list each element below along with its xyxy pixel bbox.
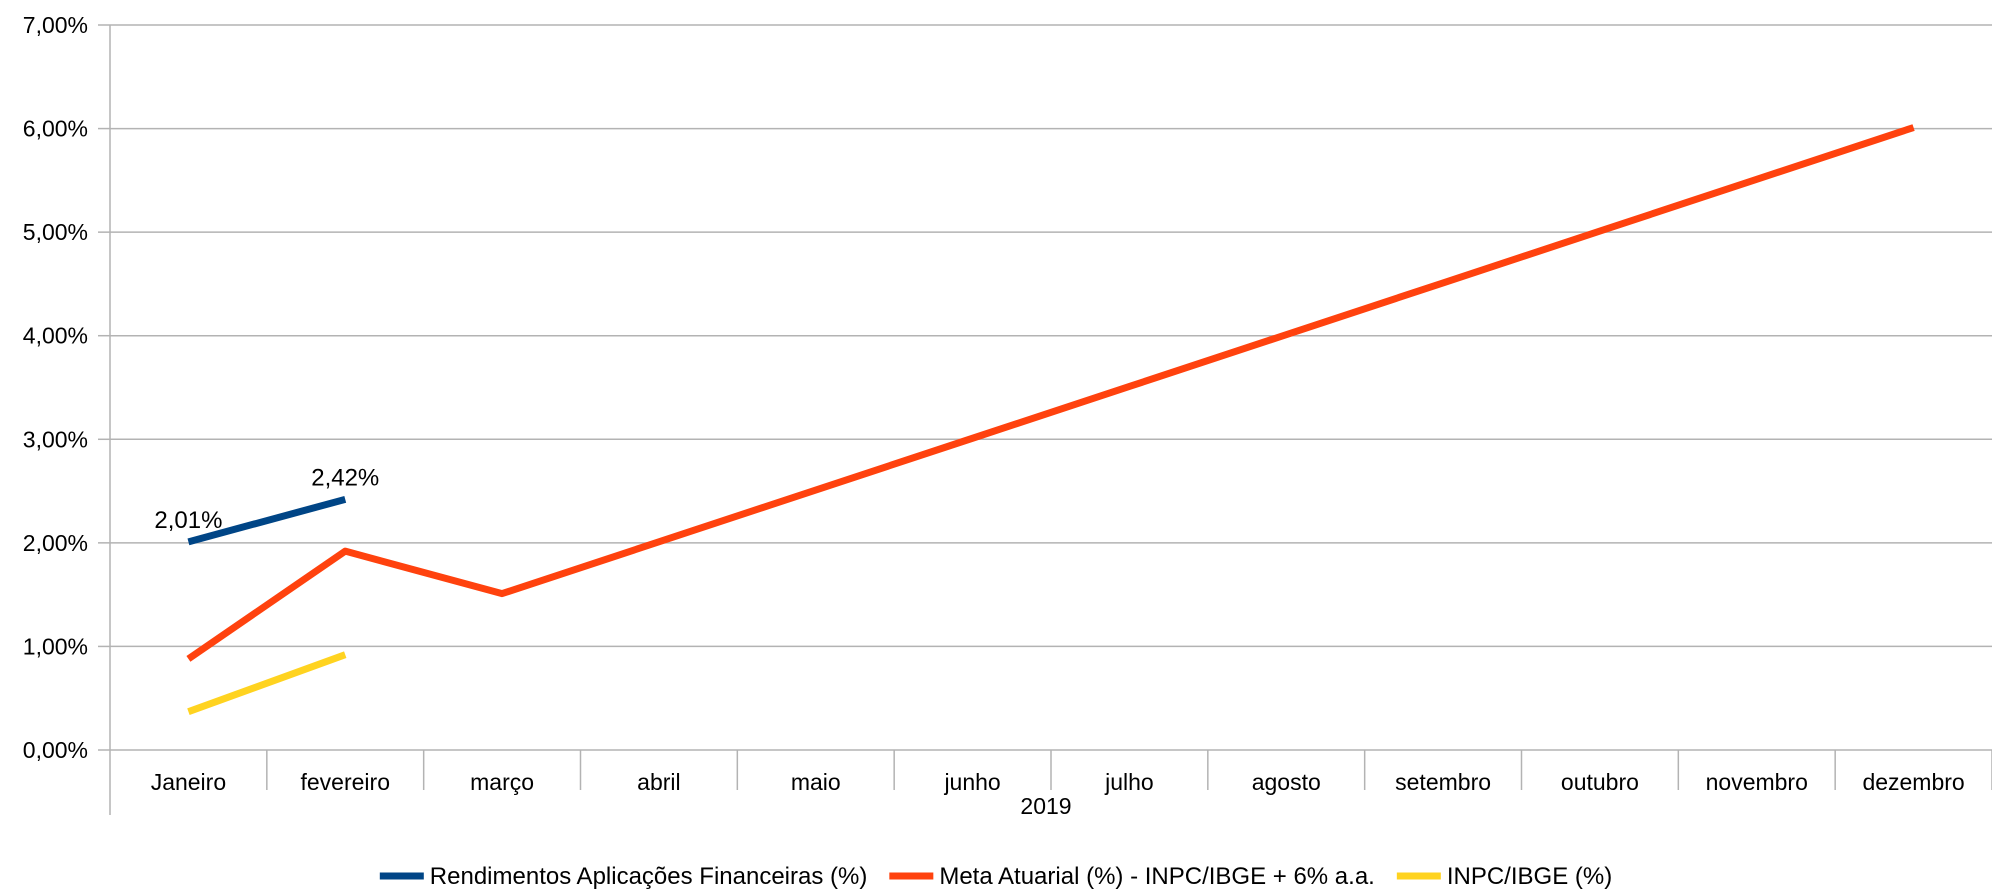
x-tick-label: dezembro <box>1862 769 1964 795</box>
y-tick-label: 4,00% <box>23 323 88 349</box>
y-tick-label: 2,00% <box>23 530 88 556</box>
y-tick-label: 1,00% <box>23 633 88 659</box>
legend-item: Meta Atuarial (%) - INPC/IBGE + 6% a.a. <box>889 863 1375 889</box>
series-line <box>187 495 347 546</box>
gridlines <box>110 24 1992 751</box>
legend-item: Rendimentos Aplicações Financeiras (%) <box>379 863 868 889</box>
y-tick-label: 0,00% <box>23 737 88 763</box>
legend-label: Meta Atuarial (%) - INPC/IBGE + 6% a.a. <box>939 863 1375 889</box>
x-tick-label: outubro <box>1561 769 1639 795</box>
x-tick-label: junho <box>943 769 1000 795</box>
y-tick-label: 5,00% <box>23 219 88 245</box>
series-line <box>187 651 347 715</box>
x-tick-label: março <box>470 769 534 795</box>
y-tick-label: 6,00% <box>23 116 88 142</box>
series-line <box>186 124 1915 662</box>
legend-label: INPC/IBGE (%) <box>1447 863 1612 889</box>
legend-item: INPC/IBGE (%) <box>1396 863 1612 889</box>
x-axis-ticks: Janeiro fevereiro março abril maio junho julho… <box>151 750 1992 795</box>
x-tick-label: julho <box>1104 769 1154 795</box>
x-tick-label: novembro <box>1706 769 1808 795</box>
y-tick-label: 3,00% <box>23 426 88 452</box>
legend: Rendimentos Aplicações Financeiras (%) Me… <box>379 863 1612 889</box>
data-label: 2,42% <box>311 464 379 491</box>
x-tick-label: abril <box>637 769 680 795</box>
series-lines <box>186 124 1915 715</box>
x-axis-group-label: 2019 <box>1020 793 1071 819</box>
y-axis-ticks: 0,00% 1,00% 2,00% 3,00% 4,00% 5,00% 6,00% 7,00% <box>23 12 110 763</box>
legend-label: Rendimentos Aplicações Financeiras (%) <box>430 863 868 889</box>
data-label: 2,01% <box>154 507 222 534</box>
data-labels: 2,01% 2,42% <box>154 464 379 533</box>
x-tick-label: fevereiro <box>301 769 390 795</box>
y-tick-label: 7,00% <box>23 12 88 38</box>
x-tick-label: setembro <box>1395 769 1491 795</box>
x-tick-label: maio <box>791 769 841 795</box>
x-tick-label: Janeiro <box>151 769 226 795</box>
x-tick-label: agosto <box>1252 769 1321 795</box>
